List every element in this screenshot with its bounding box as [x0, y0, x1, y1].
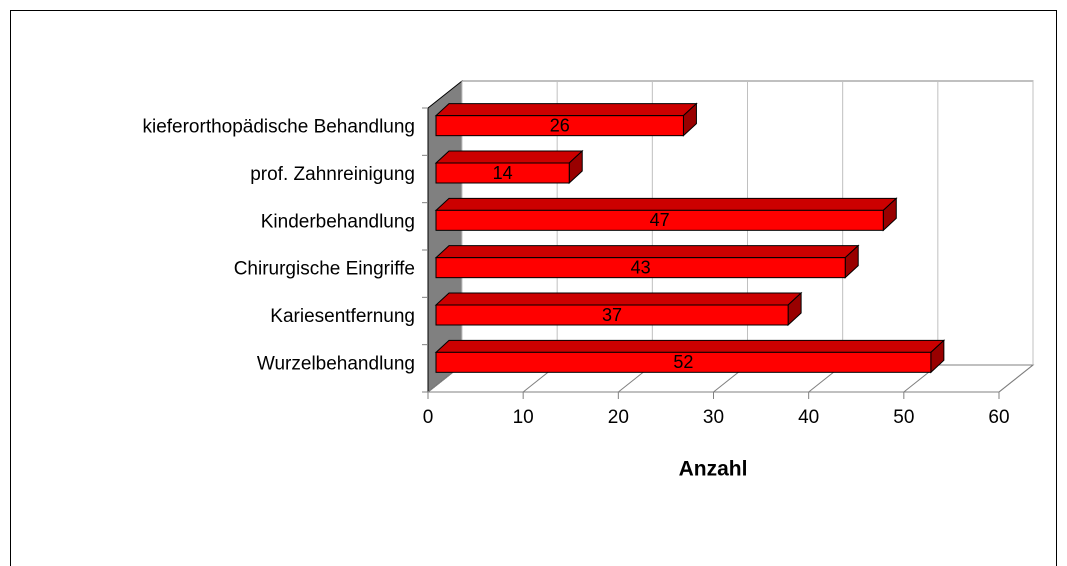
- x-tick-label: 30: [703, 407, 724, 428]
- value-label: 37: [602, 305, 622, 325]
- x-tick-label: 50: [893, 407, 914, 428]
- bar-top: [434, 150, 584, 164]
- bar-top: [434, 197, 898, 211]
- bar: [435, 115, 684, 137]
- value-label: 47: [650, 210, 670, 230]
- y-tick-label: kieferorthopädische Behandlung: [142, 117, 415, 138]
- bar: [435, 162, 570, 184]
- bar: [435, 209, 884, 231]
- y-tick-label: Wurzelbehandlung: [257, 353, 415, 374]
- value-label: 52: [673, 352, 693, 372]
- bar-top: [434, 103, 698, 117]
- bar-top: [434, 339, 946, 353]
- y-tick-label: Kinderbehandlung: [261, 211, 415, 232]
- x-tick-label: 0: [423, 407, 434, 428]
- value-label: 26: [550, 115, 570, 135]
- y-tick-label: prof. Zahnreinigung: [250, 164, 415, 185]
- bar: [435, 351, 932, 373]
- x-tick-label: 60: [988, 407, 1009, 428]
- y-tick-label: Kariesentfernung: [270, 306, 415, 327]
- bar-top: [434, 245, 860, 259]
- chart-border: [10, 10, 1057, 566]
- y-tick-label: Chirurgische Eingriffe: [234, 259, 415, 280]
- x-tick-label: 10: [513, 407, 534, 428]
- value-label: 14: [493, 163, 513, 183]
- floor-grid-line: [998, 364, 1034, 393]
- bar: [435, 257, 846, 279]
- x-tick-label: 20: [608, 407, 629, 428]
- bar: [435, 304, 789, 326]
- bar-top: [434, 292, 803, 306]
- x-axis-title: Anzahl: [679, 458, 748, 481]
- value-label: 43: [631, 257, 651, 277]
- x-tick-label: 40: [798, 407, 819, 428]
